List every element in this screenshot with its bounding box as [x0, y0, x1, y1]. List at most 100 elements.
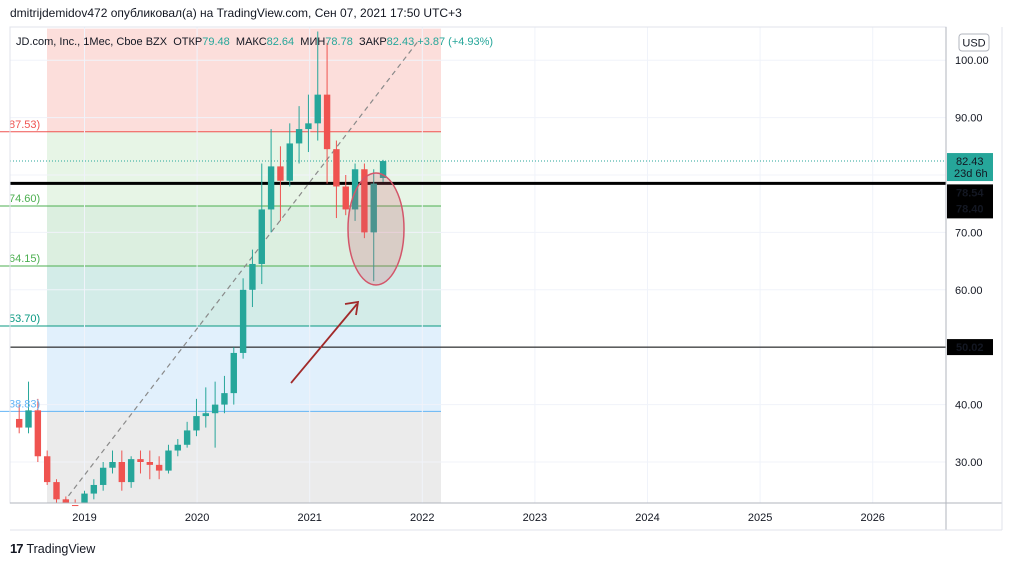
candle	[202, 387, 209, 428]
candle-body	[361, 169, 368, 233]
candle-body	[25, 410, 32, 428]
candle	[221, 375, 228, 414]
y-tick-label: 30.00	[955, 457, 983, 469]
candle-body	[239, 289, 247, 353]
candle	[295, 106, 303, 164]
x-tick-label: 2022	[410, 512, 434, 524]
price-tag-value: 78.40	[956, 203, 984, 215]
candle-body	[211, 404, 219, 414]
legend-high-value: 82.64	[267, 36, 301, 48]
legend-open-value: 79.48	[202, 36, 236, 48]
candle-body	[286, 143, 293, 181]
legend-high-label: МАКС	[236, 36, 267, 48]
dashed-trend-line	[62, 39, 420, 504]
price-tag-bg	[947, 339, 993, 356]
x-tick-label: 2024	[635, 512, 659, 524]
legend-close-label: ЗАКР	[359, 36, 387, 48]
candle-body	[81, 493, 88, 503]
currency-label: USD	[962, 38, 985, 50]
candle-body	[323, 94, 331, 150]
price-tag-bg	[947, 184, 993, 219]
x-tick-label: 2021	[297, 512, 321, 524]
candle-body	[109, 462, 116, 468]
arrow-shaft	[290, 303, 358, 384]
candle	[174, 439, 181, 457]
candle-body	[249, 263, 256, 290]
candle	[249, 249, 256, 308]
x-tick-label: 2020	[185, 512, 209, 524]
trend-line	[62, 39, 420, 504]
candle-body	[43, 456, 51, 483]
fibonacci-labels: 87.53) 74.60) 64.15) 53.70) 38.83)	[9, 119, 40, 411]
tradingview-logo[interactable]: 17 TradingView	[10, 541, 95, 556]
fib-zone-5	[47, 411, 441, 503]
legend-symbol: JD.com, Inc., 1Мес, Cboe BZX	[16, 36, 173, 48]
candle-body	[99, 467, 107, 485]
candle	[286, 123, 293, 187]
candle-body	[34, 410, 42, 457]
x-tick-label: 2019	[72, 512, 96, 524]
candle	[314, 31, 321, 141]
candle-body	[165, 450, 172, 471]
candle	[342, 175, 349, 216]
y-tick-label: 90.00	[955, 113, 983, 125]
candle	[361, 163, 368, 239]
candle	[230, 347, 237, 405]
legend-change: +3.87 (+4.93%)	[417, 36, 493, 48]
candle-body	[267, 166, 275, 210]
candle	[118, 450, 126, 491]
candle-body	[258, 209, 265, 264]
candle	[71, 499, 79, 507]
legend-line: JD.com, Inc., 1Мес, Cboe BZX ОТКР79.48 М…	[16, 36, 493, 48]
fib-level-label: 38.83)	[9, 398, 40, 410]
candle-body	[146, 462, 154, 465]
fib-zone-0	[47, 28, 441, 132]
y-tick-label: 100.00	[955, 55, 989, 67]
candle	[146, 450, 154, 480]
candle-body	[379, 161, 387, 178]
x-tick-label: 2023	[523, 512, 547, 524]
candle	[267, 129, 275, 233]
candle	[155, 456, 163, 480]
y-tick-label: 70.00	[955, 227, 983, 239]
price-tag-countdown: 23d 6h	[954, 168, 988, 180]
x-tick-label: 2026	[860, 512, 884, 524]
candle-body	[221, 393, 228, 405]
candle	[305, 94, 312, 153]
candle	[62, 496, 70, 503]
tradingview-brand: TradingView	[26, 541, 96, 556]
candle-body	[71, 505, 79, 507]
candle-body	[370, 183, 377, 233]
candle-body	[342, 186, 349, 210]
candle	[277, 146, 284, 221]
candle	[109, 450, 116, 474]
candle	[333, 140, 340, 219]
y-tick-label: 60.00	[955, 285, 983, 297]
candle	[137, 450, 144, 474]
candle	[53, 479, 60, 503]
candle	[379, 159, 387, 183]
candle	[127, 456, 135, 488]
fib-level-label: 74.60)	[9, 193, 40, 205]
legend-close-value: 82.43	[387, 36, 418, 48]
currency-button[interactable]: USD	[958, 33, 990, 52]
price-tag-value: 50.02	[956, 342, 984, 354]
legend-low-value: 78.78	[325, 36, 359, 48]
legend-open-label: ОТКР	[173, 36, 202, 48]
fib-level-label: 64.15)	[9, 253, 40, 265]
candle-body	[193, 416, 200, 431]
candle	[258, 163, 265, 285]
candle-body	[230, 352, 237, 394]
candle	[323, 42, 331, 184]
price-tag-bg	[947, 153, 993, 182]
annotations	[290, 172, 405, 384]
legend-low-label: МИН	[300, 36, 325, 48]
candle-body	[202, 413, 209, 417]
ohlc-legend: JD.com, Inc., 1Мес, Cboe BZX ОТКР79.48 М…	[16, 36, 493, 48]
candle	[43, 450, 51, 485]
price-tag-black: 78.54 78.40	[947, 184, 993, 219]
candle-body	[183, 430, 191, 445]
